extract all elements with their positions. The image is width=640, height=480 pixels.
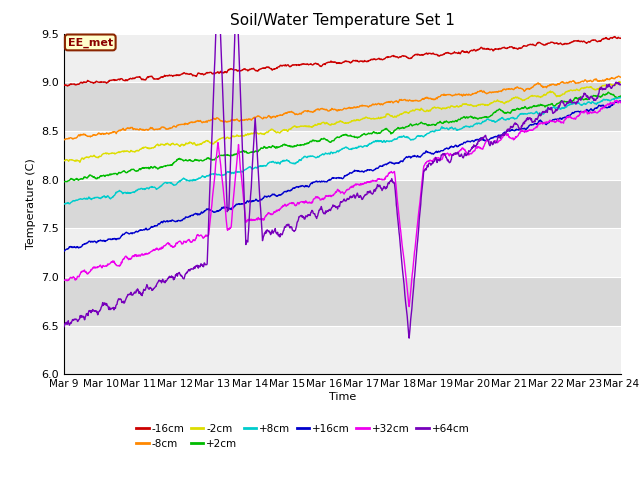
Y-axis label: Temperature (C): Temperature (C) xyxy=(26,158,36,250)
Bar xyxy=(64,228,621,277)
Bar xyxy=(64,131,621,180)
Text: EE_met: EE_met xyxy=(68,37,113,48)
Legend: -16cm, -8cm, -2cm, +2cm, +8cm, +16cm, +32cm, +64cm: -16cm, -8cm, -2cm, +2cm, +8cm, +16cm, +3… xyxy=(136,424,469,449)
Title: Soil/Water Temperature Set 1: Soil/Water Temperature Set 1 xyxy=(230,13,455,28)
Bar xyxy=(64,326,621,374)
Bar xyxy=(64,34,621,82)
X-axis label: Time: Time xyxy=(329,392,356,402)
